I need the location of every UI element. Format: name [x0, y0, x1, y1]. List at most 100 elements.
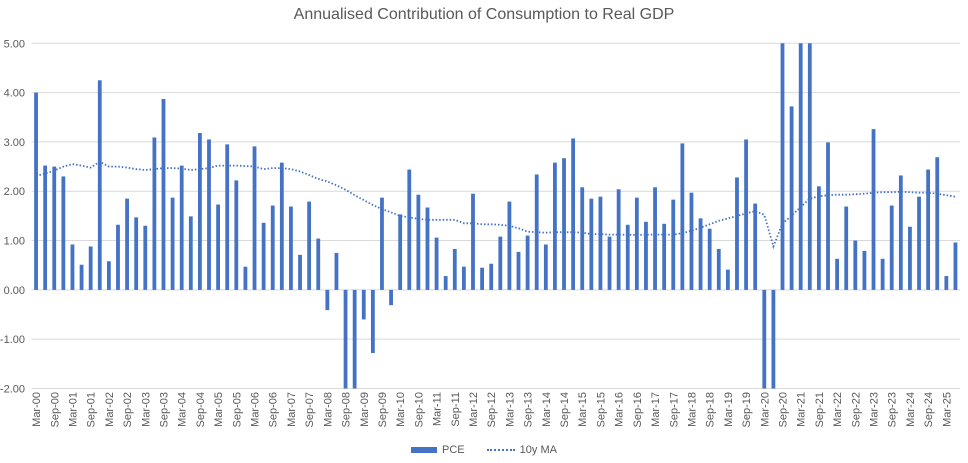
x-tick-label: Mar-19 — [723, 392, 735, 427]
bar-pce — [425, 207, 430, 290]
bar-pce — [61, 176, 66, 290]
x-tick-label: Mar-03 — [140, 392, 152, 427]
bar-pce — [644, 221, 648, 290]
x-tick-label: Mar-08 — [322, 392, 334, 427]
bar-pce — [325, 289, 330, 311]
bar-pce — [543, 244, 548, 290]
bar-pce — [680, 143, 685, 290]
bar-pce — [34, 92, 38, 290]
bar-pce — [889, 205, 894, 290]
x-tick-label: Sep-16 — [632, 392, 644, 427]
x-tick-label: Mar-16 — [614, 392, 626, 427]
bar-pce — [298, 254, 302, 290]
bar-pce — [944, 276, 949, 290]
bar-pce — [334, 252, 339, 290]
bar-pce — [170, 197, 175, 290]
legend-item-ma: 10y MA — [486, 444, 557, 456]
bar-pce — [571, 138, 576, 290]
y-tick-label: -2.00 — [0, 384, 25, 396]
bar-pce — [134, 217, 139, 290]
bar-pce — [97, 80, 102, 290]
x-tick-label: Mar-14 — [541, 392, 553, 427]
bar-pce — [789, 106, 794, 290]
x-tick-label: Mar-07 — [286, 392, 298, 427]
legend-item-pce: PCE — [411, 444, 465, 456]
bar-pce — [434, 237, 439, 290]
bar-pce — [707, 228, 712, 290]
bar-pce — [480, 267, 484, 290]
bar-pce — [598, 196, 603, 290]
bar-pce — [216, 204, 221, 290]
x-tick-label: Sep-12 — [486, 392, 498, 427]
bar-pce — [70, 244, 75, 290]
x-tick-label: Mar-01 — [67, 392, 79, 427]
x-tick-label: Sep-04 — [195, 392, 207, 427]
legend-label: PCE — [442, 444, 465, 456]
bar-pce — [88, 246, 93, 290]
bar-pce — [625, 224, 630, 290]
bar-pce — [753, 203, 758, 290]
x-tick-label: Sep-03 — [158, 392, 170, 427]
x-tick-label: Sep-24 — [923, 392, 935, 427]
bar-pce — [316, 238, 321, 290]
bar-pce — [279, 162, 284, 290]
bar-pce — [771, 289, 776, 389]
bar-pce — [835, 258, 840, 290]
bar-pce — [725, 269, 730, 290]
bar-pce — [389, 289, 393, 306]
x-tick-label: Mar-23 — [869, 392, 881, 427]
y-tick-label: 4.00 — [4, 88, 25, 100]
bar-pce — [580, 187, 585, 290]
bar-pce — [898, 175, 903, 290]
x-tick-label: Sep-06 — [268, 392, 280, 427]
x-tick-label: Sep-15 — [595, 392, 607, 427]
x-tick-label: Mar-20 — [759, 392, 771, 427]
bar-pce — [607, 236, 612, 290]
x-tick-label: Sep-22 — [850, 392, 862, 427]
bar-pce — [735, 177, 739, 290]
bar-pce — [289, 206, 293, 290]
bar-pce — [826, 142, 830, 290]
bar-pce — [798, 43, 803, 290]
bar-pce — [243, 266, 248, 290]
x-tick-label: Mar-06 — [250, 392, 262, 427]
x-tick-label: Sep-18 — [705, 392, 717, 427]
bar-pce — [361, 289, 366, 320]
x-tick-label: Sep-00 — [49, 392, 61, 427]
bar-pce — [817, 186, 821, 290]
x-tick-label: Sep-11 — [450, 392, 462, 427]
bar-pce — [79, 264, 84, 290]
x-tick-label: Sep-21 — [814, 392, 826, 427]
bar-pce — [671, 199, 676, 290]
legend-swatch-dotted-line — [486, 449, 515, 451]
x-tick-label: Mar-21 — [796, 392, 808, 427]
bar-pce — [416, 194, 421, 290]
x-tick-label: Sep-05 — [231, 392, 243, 427]
bar-pce — [225, 144, 230, 290]
bar-pce — [380, 197, 384, 290]
bar-pce — [935, 157, 940, 290]
bar-pce — [161, 99, 166, 290]
bar-pce — [443, 276, 448, 290]
bar-pce — [198, 133, 202, 290]
bar-pce — [662, 223, 667, 290]
bar-pce — [553, 162, 557, 290]
x-tick-label: Sep-19 — [741, 392, 753, 427]
line-10y-ma — [35, 160, 956, 250]
bar-pce — [762, 289, 767, 389]
x-tick-label: Mar-02 — [104, 392, 116, 427]
bar-pce — [188, 216, 193, 290]
x-tick-label: Mar-11 — [432, 392, 444, 426]
bar-pce — [516, 251, 521, 290]
x-tick-label: Mar-09 — [359, 392, 371, 427]
bar-pce — [880, 258, 885, 290]
bar-pce — [525, 235, 530, 290]
bar-pce — [398, 214, 403, 290]
bar-pce — [908, 226, 912, 290]
x-tick-label: Mar-00 — [31, 392, 43, 427]
x-tick-label: Sep-20 — [777, 392, 789, 427]
x-tick-label: Mar-17 — [650, 392, 662, 427]
bar-pce — [234, 180, 239, 290]
bar-pce — [744, 139, 748, 290]
